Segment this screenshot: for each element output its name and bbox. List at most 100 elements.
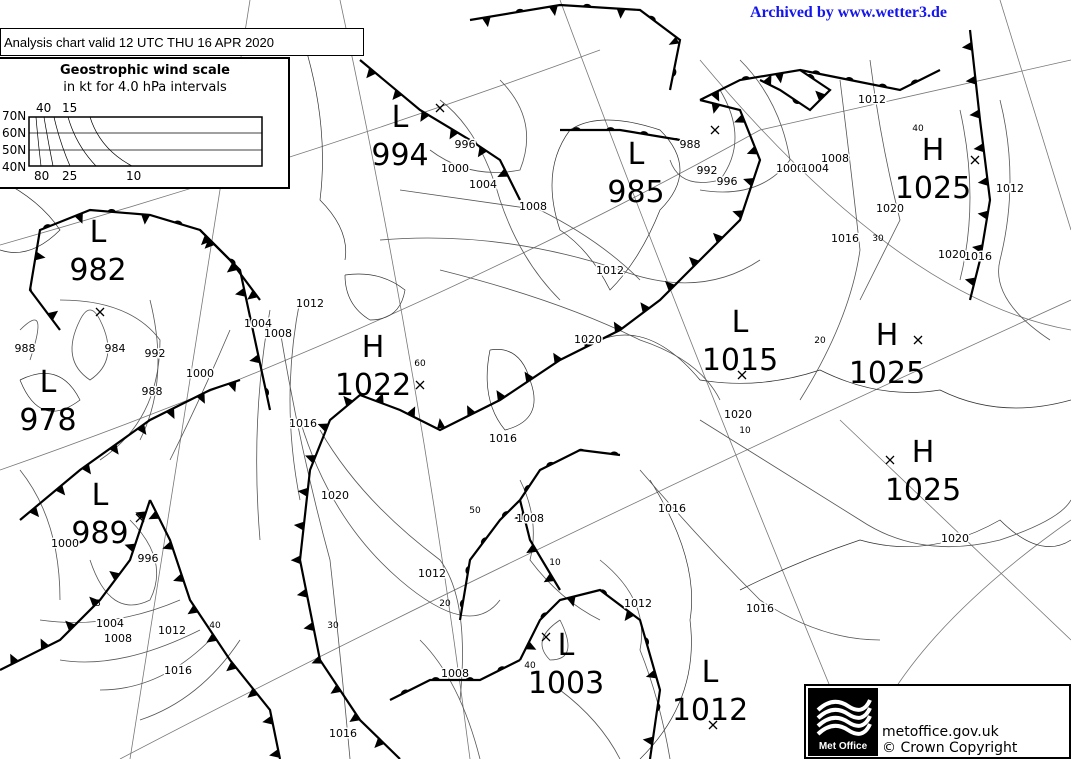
cold-front-triangle	[392, 89, 403, 101]
centre-cross	[710, 125, 720, 135]
cold-front-triangle	[293, 521, 305, 531]
cold-front-triangle	[713, 232, 724, 244]
speed-label: 80	[34, 169, 50, 183]
pressure-centre-value: 978	[19, 403, 76, 438]
warm-front-semicircle	[42, 224, 52, 229]
isobar	[429, 79, 528, 173]
cold-front-triangle	[226, 262, 238, 273]
warm-front-semicircle	[515, 8, 525, 13]
warm-front-semicircle	[107, 208, 117, 213]
pressure-centre-type: H	[922, 133, 945, 168]
pressure-centre-value: 1022	[335, 368, 411, 403]
warm-front-semicircle	[501, 511, 509, 518]
cold-front-triangle	[29, 506, 40, 518]
warm-front-semicircle	[572, 127, 581, 130]
coastline	[486, 349, 535, 431]
cold-front-triangle	[961, 41, 973, 51]
cold-front-triangle	[710, 90, 720, 102]
cold-front-triangle	[524, 371, 534, 383]
cold-front-triangle	[305, 455, 316, 464]
cold-front-triangle	[343, 395, 354, 407]
cold-front-triangle	[303, 622, 315, 631]
cold-front-triangle	[973, 143, 985, 153]
cold-front-triangle	[497, 168, 509, 178]
pressure-centre-value: 1025	[895, 171, 971, 206]
isobar	[669, 89, 736, 183]
cold-front-triangle	[10, 653, 19, 665]
warm-front-semicircle	[400, 689, 409, 695]
lat-lon-gridline	[839, 419, 1071, 641]
cold-front-triangle	[449, 128, 459, 140]
isobar-label: 992	[697, 164, 718, 177]
pressure-centre-value: 989	[71, 516, 128, 551]
pressure-centre-type: L	[92, 478, 109, 513]
cold-front-triangle	[774, 72, 784, 84]
geostrophic-wind-label: 40	[524, 661, 536, 671]
isobar	[139, 639, 241, 721]
centre-cross	[541, 632, 551, 642]
warm-front-semicircle	[741, 76, 751, 80]
isobar-label: 1008	[104, 632, 132, 645]
centre-cross	[970, 155, 980, 165]
isobar-label: 1020	[941, 532, 969, 545]
isobar	[319, 429, 463, 701]
warm-front	[560, 128, 681, 142]
pressure-centre-type: L	[702, 655, 719, 690]
isobar-label: 1016	[831, 232, 859, 245]
isobar	[71, 309, 109, 381]
coastline	[639, 479, 693, 759]
warm-front-semicircle	[465, 677, 475, 680]
pressure-centre-value: 982	[69, 253, 126, 288]
isobar-label: 988	[15, 342, 36, 355]
met-office-url[interactable]: metoffice.gov.uk	[882, 724, 999, 740]
isobar-label: 1008	[516, 512, 544, 525]
isobar	[559, 689, 621, 759]
lat-label: 50N	[2, 143, 27, 157]
cold-front-triangle	[664, 280, 676, 292]
coastline	[344, 273, 406, 321]
isobar-label: 996	[138, 552, 159, 565]
warm-front-semicircle	[576, 448, 586, 452]
cold-front-triangle	[141, 214, 151, 225]
cold-front-triangle	[732, 210, 744, 219]
isobar	[519, 479, 601, 621]
cold-front-triangle	[481, 16, 491, 28]
wind-scale-subtitle: in kt for 4.0 hPa intervals	[63, 80, 227, 95]
warm-front-semicircle	[480, 537, 487, 545]
geostrophic-wind-label: 30	[872, 234, 884, 244]
pressure-centre-type: H	[912, 435, 935, 470]
cold-front-triangle	[977, 177, 989, 186]
cold-front-triangle	[477, 146, 488, 158]
isobar-label: 1016	[489, 432, 517, 445]
isobar-label: 988	[680, 138, 701, 151]
cold-front-triangle	[746, 145, 758, 155]
isobar	[299, 419, 501, 617]
cold-front-triangle	[173, 573, 185, 583]
cold-front-triangle	[109, 443, 119, 455]
warm-front	[799, 68, 941, 92]
met-office-logo: Met Office	[808, 688, 878, 756]
cold-front-triangle	[374, 737, 385, 748]
geostrophic-wind-label: 40	[209, 621, 221, 631]
warm-front-semicircle	[878, 83, 888, 88]
centre-cross	[95, 307, 105, 317]
cold-front-triangle	[496, 390, 506, 402]
archive-credit-link[interactable]: Archived by www.wetter3.de	[750, 4, 948, 21]
centre-cross	[913, 335, 923, 345]
warm-front-semicircle	[648, 15, 656, 22]
warm-front-semicircle	[639, 131, 649, 135]
pressure-centre-type: H	[362, 330, 385, 365]
geostrophic-wind-label: 20	[814, 336, 826, 346]
cold-front-triangle	[526, 544, 538, 554]
coastline	[0, 179, 61, 253]
cold-front-triangle	[162, 541, 174, 550]
cold-front-triangle	[349, 712, 361, 723]
warm-front-semicircle	[459, 599, 464, 609]
cold-front-triangle	[743, 177, 755, 187]
cold-front-triangle	[548, 5, 558, 16]
isobar-label: 1016	[964, 250, 992, 263]
